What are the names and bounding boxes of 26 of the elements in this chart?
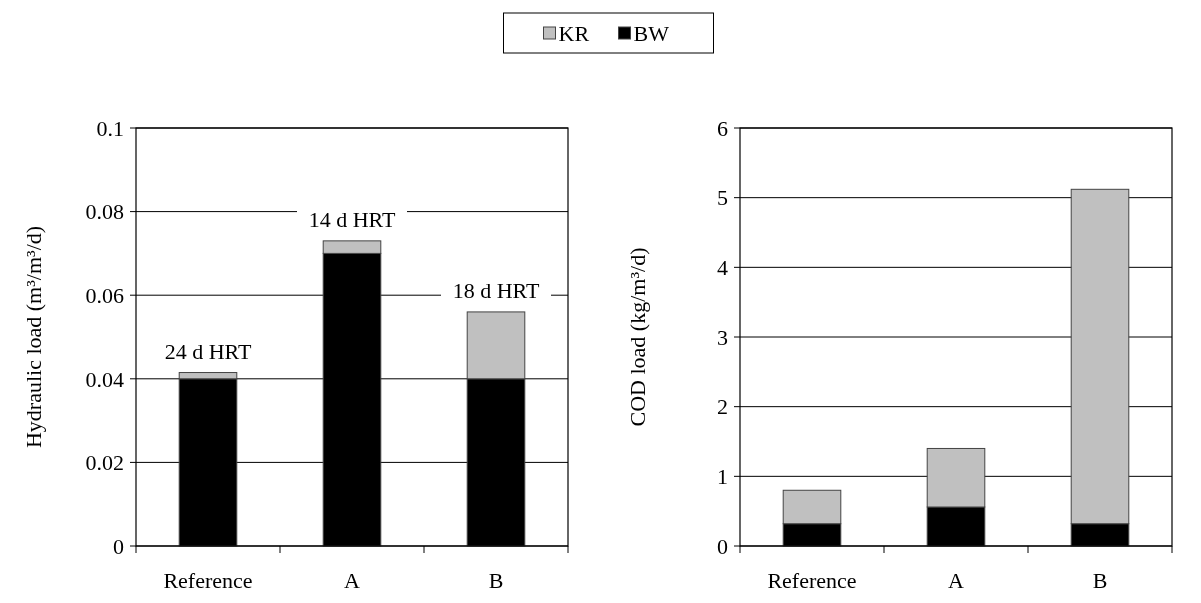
y-tick-label: 0.08 [85, 199, 124, 225]
x-tick-label: B [1092, 568, 1108, 593]
annotation: 24 d HRT [164, 338, 252, 364]
legend-label: KR [558, 20, 590, 46]
y-axis-title: Hydraulic load (m³/m³/d) [21, 225, 46, 449]
y-tick-label: 5 [717, 185, 728, 211]
annotation: 14 d HRT [308, 206, 396, 232]
y-tick-label: 0.02 [85, 450, 124, 476]
x-tick-label: A [948, 568, 965, 593]
y-tick-label: 3 [717, 324, 728, 350]
y-tick-label: 1 [717, 464, 728, 490]
x-tick-label: Reference [163, 568, 253, 593]
x-tick-label: A [344, 568, 361, 593]
y-tick-label: 2 [717, 394, 728, 420]
legend-label: BW [633, 20, 670, 46]
x-tick-label: B [488, 568, 504, 593]
y-tick-label: 4 [717, 255, 728, 281]
y-tick-label: 6 [717, 115, 728, 141]
y-tick-label: 0.1 [96, 115, 124, 141]
y-tick-label: 0 [113, 533, 124, 559]
y-tick-label: 0.04 [85, 366, 124, 392]
x-tick-label: Reference [767, 568, 857, 593]
y-tick-label: 0 [717, 533, 728, 559]
y-tick-label: 0.06 [85, 282, 124, 308]
annotation: 18 d HRT [452, 277, 540, 303]
y-axis-title: COD load (kg/m³/d) [625, 247, 650, 427]
